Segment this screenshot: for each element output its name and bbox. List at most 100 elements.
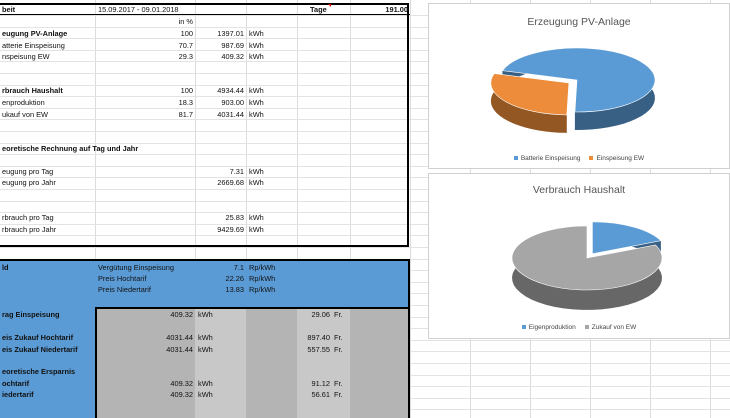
unit-pct[interactable]: in %: [178, 17, 193, 26]
comment-marker-icon: [328, 4, 331, 7]
theory-row-label[interactable]: rbrauch pro Tag: [2, 213, 54, 222]
money-row-unit[interactable]: kWh: [198, 310, 213, 319]
period-cell[interactable]: 15.09.2017 - 09.01.2018: [98, 5, 179, 14]
legend-entry: Einspeisung EW: [596, 155, 645, 162]
theory-row-value[interactable]: 9429.69: [217, 225, 244, 234]
theory-title[interactable]: eoretische Rechnung auf Tag und Jahr: [2, 144, 139, 153]
household-chart[interactable]: Verbrauch Haushalt Eigenproduktion Zukau…: [428, 173, 730, 339]
theory-row-value[interactable]: 25.83: [225, 213, 245, 222]
pv-row-unit[interactable]: kWh: [249, 41, 264, 50]
household-row-unit[interactable]: kWh: [249, 98, 264, 107]
header-label[interactable]: beit: [2, 5, 16, 14]
theory-row-unit[interactable]: kWh: [249, 167, 264, 176]
rate-value[interactable]: 7.1: [233, 263, 244, 272]
household-row-label[interactable]: enproduktion: [2, 98, 45, 107]
pv-row-unit[interactable]: kWh: [249, 52, 264, 61]
gridline: [0, 27, 730, 28]
household-unit[interactable]: kWh: [249, 86, 264, 95]
rate-unit[interactable]: Rp/kWh: [249, 285, 276, 294]
money-row-currency[interactable]: Fr.: [334, 310, 343, 319]
rate-label[interactable]: Vergütung Einspeisung: [98, 263, 175, 272]
rate-value[interactable]: 13.83: [225, 285, 245, 294]
pv-row-pct[interactable]: 70.7: [178, 41, 193, 50]
theory-row-value[interactable]: 7.31: [229, 167, 244, 176]
money-row-label[interactable]: eis Zukauf Hochtarif: [2, 333, 74, 342]
rate-value[interactable]: 22.26: [225, 274, 245, 283]
household-pct[interactable]: 100: [180, 86, 193, 95]
money-row-unit[interactable]: kWh: [198, 333, 213, 342]
legend-entry: Eigenproduktion: [528, 324, 576, 331]
days-value[interactable]: 191.00: [385, 5, 408, 14]
pv-pct[interactable]: 100: [180, 29, 193, 38]
money-row-label[interactable]: iedertarif: [2, 390, 34, 399]
household-row-value[interactable]: 903.00: [221, 98, 244, 107]
theory-row-unit[interactable]: kWh: [249, 225, 264, 234]
money-row-kwh[interactable]: 409.32: [170, 379, 193, 388]
money-row-label[interactable]: eis Zukauf Niedertarif: [2, 345, 78, 354]
theory-row-unit[interactable]: kWh: [249, 178, 264, 187]
household-row-value[interactable]: 4031.44: [217, 110, 244, 119]
rate-unit[interactable]: Rp/kWh: [249, 274, 276, 283]
gridline: [0, 131, 730, 132]
gridline: [0, 201, 730, 202]
pv-row-label[interactable]: atterie Einspeisung: [2, 41, 65, 50]
gridline: [0, 154, 730, 155]
household-chart-title: Verbrauch Haushalt: [532, 184, 626, 196]
household-value[interactable]: 4934.44: [217, 86, 244, 95]
household-title[interactable]: rbrauch Haushalt: [2, 86, 63, 95]
money-row-label[interactable]: eoretische Ersparnis: [2, 367, 76, 376]
theory-row-value[interactable]: 2669.68: [217, 178, 244, 187]
money-row-label[interactable]: ochtarif: [2, 379, 30, 388]
money-row-amount[interactable]: 56.61: [311, 390, 331, 399]
gridline: [0, 247, 730, 248]
household-row-label[interactable]: ukauf von EW: [2, 110, 49, 119]
pv-row-pct[interactable]: 29.3: [178, 52, 193, 61]
money-row-kwh[interactable]: 409.32: [170, 310, 193, 319]
theory-row-label[interactable]: rbrauch pro Jahr: [2, 225, 57, 234]
money-row-amount[interactable]: 91.12: [311, 379, 331, 388]
money-row-currency[interactable]: Fr.: [334, 345, 343, 354]
summary-table-border: [0, 3, 409, 247]
pv-value[interactable]: 1397.01: [217, 29, 244, 38]
household-row-unit[interactable]: kWh: [249, 110, 264, 119]
money-row-kwh[interactable]: 4031.44: [166, 345, 193, 354]
household-row-pct[interactable]: 18.3: [178, 98, 193, 107]
gridline: [0, 15, 730, 16]
money-row-label[interactable]: rag Einspeisung: [2, 310, 60, 319]
gridline: [0, 85, 730, 86]
money-row-currency[interactable]: Fr.: [334, 390, 343, 399]
household-chart-legend: Eigenproduktion Zukauf von EW: [429, 324, 729, 331]
pie-slice: [490, 73, 570, 116]
money-row-currency[interactable]: Fr.: [334, 333, 343, 342]
pv-chart-legend: Batterie Einspeisung Einspeisung EW: [429, 155, 729, 162]
legend-entry: Zukauf von EW: [591, 324, 637, 331]
money-row-kwh[interactable]: 4031.44: [166, 333, 193, 342]
rate-label[interactable]: Preis Hochtarif: [98, 274, 147, 283]
money-label[interactable]: ld: [2, 263, 9, 272]
rate-label[interactable]: Preis Niedertarif: [98, 285, 151, 294]
money-row-amount[interactable]: 897.40: [307, 333, 330, 342]
money-row-unit[interactable]: kWh: [198, 379, 213, 388]
pv-unit[interactable]: kWh: [249, 29, 264, 38]
pv-chart[interactable]: Erzeugung PV-Anlage Batterie Einspeisung…: [428, 3, 730, 169]
money-row-amount[interactable]: 557.55: [307, 345, 330, 354]
money-row-amount[interactable]: 29.06: [311, 310, 331, 319]
pv-row-value[interactable]: 409.32: [221, 52, 244, 61]
pv-row-value[interactable]: 987.69: [221, 41, 244, 50]
gridline: [0, 50, 730, 51]
theory-row-label[interactable]: eugung pro Tag: [2, 167, 54, 176]
gridline: [0, 119, 730, 120]
pv-row-label[interactable]: nspeisung EW: [2, 52, 50, 61]
household-row-pct[interactable]: 81.7: [178, 110, 193, 119]
rate-unit[interactable]: Rp/kWh: [249, 263, 276, 272]
money-row-unit[interactable]: kWh: [198, 345, 213, 354]
pv-title[interactable]: eugung PV-Anlage: [2, 29, 68, 38]
money-row-unit[interactable]: kWh: [198, 390, 213, 399]
gray-band: [195, 309, 246, 418]
money-row-kwh[interactable]: 409.32: [170, 390, 193, 399]
legend-swatch-icon: [589, 156, 594, 161]
money-row-currency[interactable]: Fr.: [334, 379, 343, 388]
days-label[interactable]: Tage: [310, 5, 327, 14]
theory-row-unit[interactable]: kWh: [249, 213, 264, 222]
theory-row-label[interactable]: eugung pro Jahr: [2, 178, 56, 187]
